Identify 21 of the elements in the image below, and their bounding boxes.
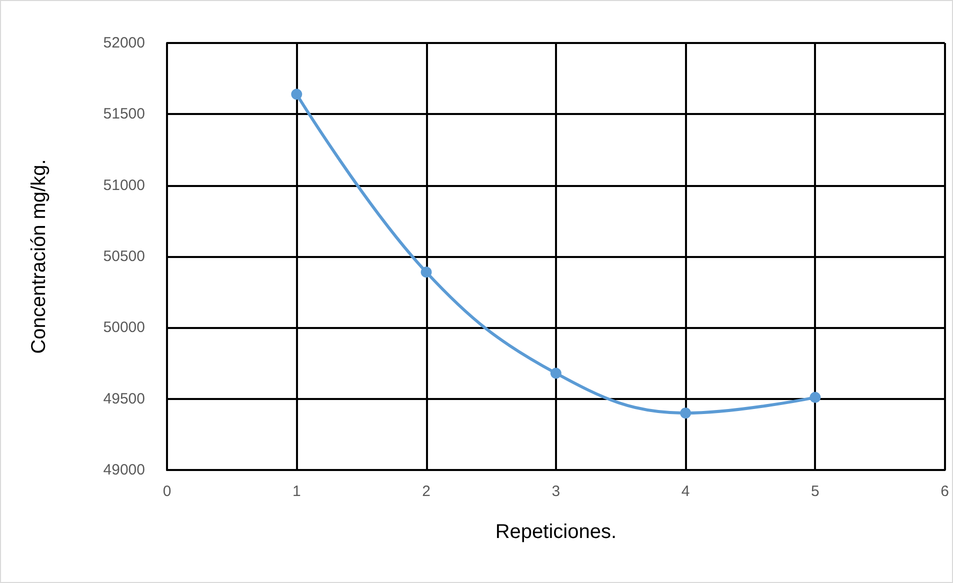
x-tick-label: 1 xyxy=(292,483,301,500)
point xyxy=(680,408,692,419)
x-tick-label: 3 xyxy=(552,483,560,500)
x-tick-label: 6 xyxy=(940,483,949,500)
y-tick-label: 51000 xyxy=(103,176,145,194)
y-tick-label: 50000 xyxy=(103,319,145,336)
y-tick-label: 51500 xyxy=(103,106,145,123)
point xyxy=(550,368,562,379)
y-tick-label: 49000 xyxy=(103,462,145,478)
x-tick-label: 0 xyxy=(162,483,172,500)
x-tick-label: 5 xyxy=(811,483,820,500)
y-tick-label: 49500 xyxy=(103,390,145,408)
y-tick-label: 52000 xyxy=(103,34,145,52)
point xyxy=(291,88,302,100)
y-tick-label: 50500 xyxy=(103,248,145,265)
point xyxy=(810,392,821,403)
x-axis-title: Repeticiones. xyxy=(495,521,617,543)
x-tick-label: 2 xyxy=(422,483,430,500)
x-tick-label: 4 xyxy=(681,483,690,500)
point xyxy=(420,266,432,278)
y-axis-title: Concentración mg/kg. xyxy=(28,159,50,354)
